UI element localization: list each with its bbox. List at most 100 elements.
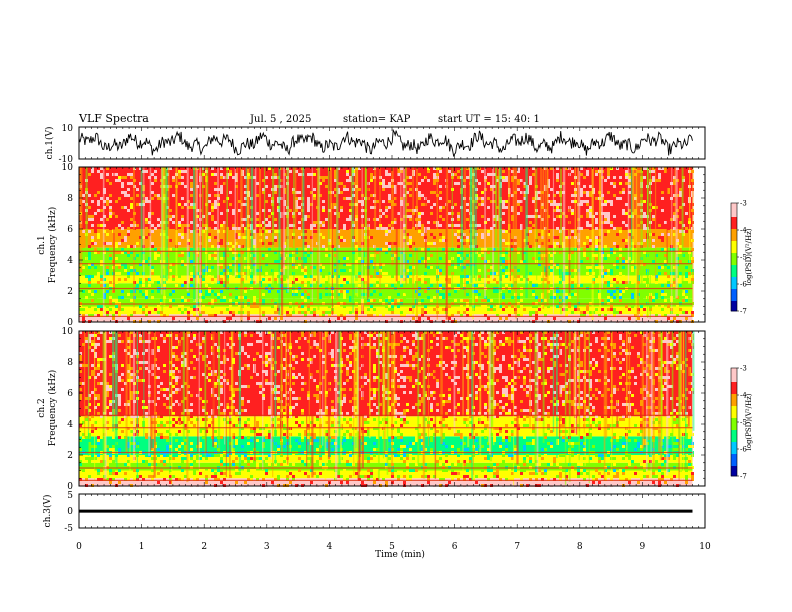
spectrum-cell xyxy=(643,167,646,170)
spectrum-cell xyxy=(571,293,574,296)
spectrum-cell xyxy=(208,230,211,233)
spectrum-cell xyxy=(547,343,550,346)
spectrum-cell xyxy=(328,254,331,257)
spectrum-cell xyxy=(343,272,346,275)
spectrum-cell xyxy=(337,215,340,218)
spectrum-cell xyxy=(508,337,511,340)
spectrum-cell xyxy=(679,284,682,287)
spectrum-cell xyxy=(493,215,496,218)
spectrum-cell xyxy=(628,209,631,212)
spectrum-cell xyxy=(142,311,145,314)
spectrum-cell xyxy=(523,185,526,188)
spectrum-cell xyxy=(250,343,253,346)
spectrum-cell xyxy=(622,266,625,269)
spectrum-cell xyxy=(595,197,598,200)
spectrum-cell xyxy=(139,334,142,337)
spectrum-cell xyxy=(109,182,112,185)
spectrum-cell xyxy=(346,281,349,284)
spectrum-cell xyxy=(199,346,202,349)
spectrum-cell xyxy=(643,224,646,227)
spectrum-cell xyxy=(322,209,325,212)
spectrum-cell xyxy=(655,314,658,317)
spectrum-cell xyxy=(418,317,421,320)
spectrum-cell xyxy=(154,170,157,173)
spectrum-cell xyxy=(121,334,124,337)
spectrum-cell xyxy=(160,343,163,346)
spectrum-cell xyxy=(652,245,655,248)
spectrum-cell xyxy=(268,311,271,314)
spectrum-streak xyxy=(568,167,571,294)
spectrum-cell xyxy=(322,284,325,287)
spectrum-cell xyxy=(556,176,559,179)
spectrum-cell xyxy=(661,305,664,308)
spectrum-cell xyxy=(85,340,88,343)
spectrum-cell xyxy=(178,203,181,206)
spectrum-cell xyxy=(556,173,559,176)
spectrum-cell xyxy=(544,299,547,302)
spectrum-cell xyxy=(313,311,316,314)
spectrum-cell xyxy=(214,230,217,233)
spectrum-cell xyxy=(220,257,223,260)
spectrum-cell xyxy=(613,182,616,185)
spectrum-cell xyxy=(136,254,139,257)
spectrum-cell xyxy=(373,299,376,302)
spectrum-cell xyxy=(520,209,523,212)
spectrum-cell xyxy=(616,281,619,284)
spectrum-cell xyxy=(130,242,133,245)
spectrum-cell xyxy=(103,224,106,227)
spectrum-cell xyxy=(325,308,328,311)
spectrum-cell xyxy=(439,257,442,260)
spectrum-cell xyxy=(322,245,325,248)
spectrum-cell xyxy=(88,266,91,269)
spectrum-cell xyxy=(571,340,574,343)
spectrum-cell xyxy=(172,290,175,293)
spectrum-cell xyxy=(409,215,412,218)
spectrum-cell xyxy=(523,197,526,200)
spectrum-cell xyxy=(628,251,631,254)
spectrum-cell xyxy=(370,209,373,212)
spectrum-streak xyxy=(577,167,579,311)
spectrum-cell xyxy=(337,230,340,233)
spectrum-cell xyxy=(424,278,427,281)
colorbar-cell xyxy=(731,245,737,248)
colorbar-cell xyxy=(731,207,737,210)
spectrum-cell xyxy=(652,206,655,209)
spectrum-cell xyxy=(118,251,121,254)
spectrum-cell xyxy=(619,311,622,314)
spectrum-cell xyxy=(337,182,340,185)
spectrum-cell xyxy=(97,340,100,343)
spectrum-cell xyxy=(115,191,118,194)
spectrum-cell xyxy=(238,203,241,206)
spectrum-cell xyxy=(529,194,532,197)
spectrum-cell xyxy=(610,284,613,287)
spectrum-cell xyxy=(397,337,400,340)
spectrum-cell xyxy=(124,290,127,293)
spectrum-cell xyxy=(610,167,613,170)
spectrum-cell xyxy=(118,179,121,182)
spectrum-cell xyxy=(457,343,460,346)
spectrum-cell xyxy=(679,272,682,275)
spectrum-cell xyxy=(370,260,373,263)
spectrum-cell xyxy=(427,170,430,173)
spectrum-cell xyxy=(172,293,175,296)
spectrum-cell xyxy=(619,248,622,251)
spectrum-cell xyxy=(511,212,514,215)
spectrum-cell xyxy=(181,218,184,221)
spectrum-cell xyxy=(538,251,541,254)
spectrum-cell xyxy=(355,275,358,278)
spectrum-cell xyxy=(385,284,388,287)
spectrum-cell xyxy=(502,179,505,182)
spectrum-cell xyxy=(88,284,91,287)
spectrum-cell xyxy=(406,260,409,263)
spectrum-cell xyxy=(121,227,124,230)
spectrum-cell xyxy=(580,260,583,263)
spectrum-cell xyxy=(580,227,583,230)
spectrum-cell xyxy=(493,343,496,346)
spectrum-cell xyxy=(604,317,607,320)
spectrum-cell xyxy=(175,284,178,287)
spectrum-cell xyxy=(691,311,694,314)
spectrum-cell xyxy=(253,284,256,287)
spectrum-streak xyxy=(552,167,555,314)
spectrum-cell xyxy=(274,230,277,233)
spectrum-cell xyxy=(586,263,589,266)
